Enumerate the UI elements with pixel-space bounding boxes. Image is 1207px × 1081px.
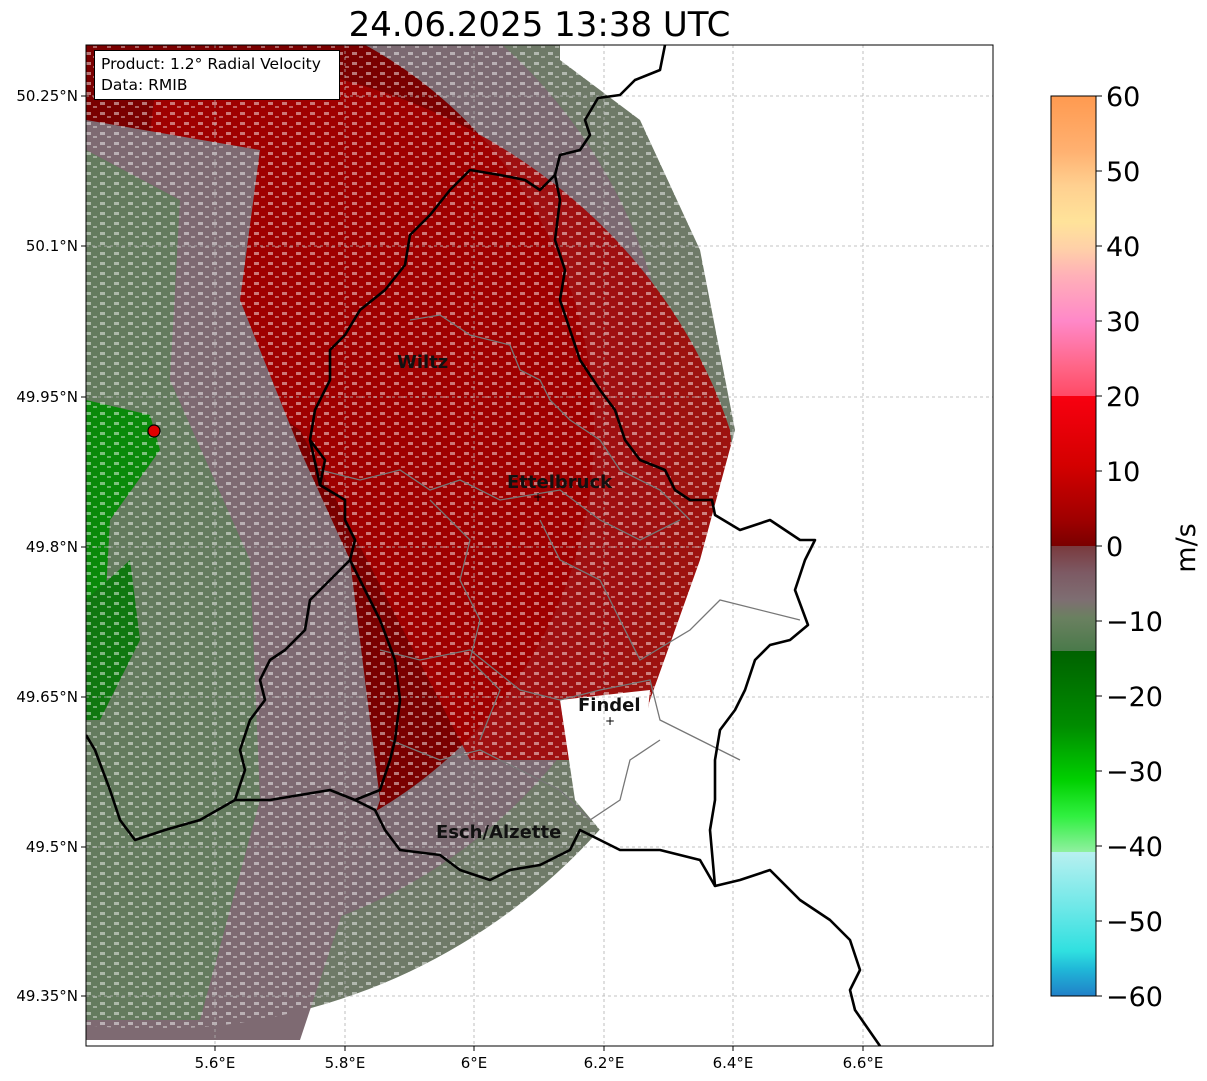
colorbar-tick-label: 60	[1106, 82, 1140, 113]
colorbar-tick-label: 10	[1106, 457, 1140, 488]
city-label-ettelbruck[interactable]: Ettelbruck	[507, 472, 613, 493]
lon-axis: 5.6°E 5.8°E 6°E 6.2°E 6.4°E 6.6°E	[195, 1046, 884, 1072]
data-source-label: Data: RMIB	[101, 76, 188, 94]
city-label-findel[interactable]: Findel	[578, 695, 641, 716]
lat-axis: 50.25°N 50.1°N 49.95°N 49.8°N 49.65°N 49…	[16, 87, 86, 1005]
colorbar-tick-label: −30	[1106, 757, 1163, 788]
product-info-box: Product: 1.2° Radial Velocity Data: RMIB	[94, 50, 340, 100]
lat-tick-label: 50.25°N	[16, 87, 78, 105]
city-label-wiltz[interactable]: Wiltz	[397, 352, 448, 373]
lon-tick-label: 6.4°E	[713, 1054, 754, 1072]
colorbar-tick-label: 0	[1106, 532, 1123, 563]
lat-tick-label: 50.1°N	[26, 237, 78, 255]
colorbar-tick-labels: 60 50 40 30 20 10 0 −10 −20 −30 −40 −50 …	[1106, 82, 1163, 1013]
lon-tick-label: 5.8°E	[325, 1054, 366, 1072]
canton-boundaries	[319, 314, 801, 821]
colorbar-tick-label: 30	[1106, 307, 1140, 338]
colorbar-tick-label: −60	[1106, 982, 1163, 1013]
lat-tick-label: 49.65°N	[16, 688, 78, 706]
colorbar-tick-label: −20	[1106, 682, 1163, 713]
lat-tick-label: 49.8°N	[26, 538, 78, 556]
product-label: Product: 1.2° Radial Velocity	[101, 55, 321, 73]
city-marker-findel: +	[605, 714, 615, 728]
lon-tick-label: 6.6°E	[843, 1054, 884, 1072]
radar-site-marker[interactable]	[147, 424, 161, 438]
colorbar-tick-label: −10	[1106, 607, 1163, 638]
colorbar-gradient	[1050, 95, 1097, 997]
lat-tick-label: 49.5°N	[26, 838, 78, 856]
colorbar-tick-label: 40	[1106, 232, 1140, 263]
lon-tick-label: 5.6°E	[195, 1054, 236, 1072]
colorbar-tick-label: 20	[1106, 382, 1140, 413]
lon-tick-label: 6°E	[461, 1054, 488, 1072]
colorbar-tick-label: −40	[1106, 832, 1163, 863]
map-border	[85, 44, 994, 1047]
city-markers: + +	[533, 490, 615, 728]
colorbar-tick-label: −50	[1106, 907, 1163, 938]
colorbar-tick-label: 50	[1106, 157, 1140, 188]
colorbar-ticks	[1096, 95, 1102, 997]
country-borders	[86, 45, 882, 1046]
radar-velocity-field	[86, 45, 752, 1040]
colorbar-unit-label: m/s	[1171, 523, 1202, 572]
map-title: 24.06.2025 13:38 UTC	[348, 5, 731, 45]
city-marker-ettelbruck: +	[533, 490, 543, 504]
lat-tick-label: 49.35°N	[16, 987, 78, 1005]
city-label-esch-alzette[interactable]: Esch/Alzette	[436, 822, 561, 843]
lon-tick-label: 6.2°E	[584, 1054, 625, 1072]
radar-map[interactable]: + + Wiltz Ettelbruck Findel Esch/Alzette…	[0, 0, 1000, 1081]
lat-tick-label: 49.95°N	[16, 388, 78, 406]
